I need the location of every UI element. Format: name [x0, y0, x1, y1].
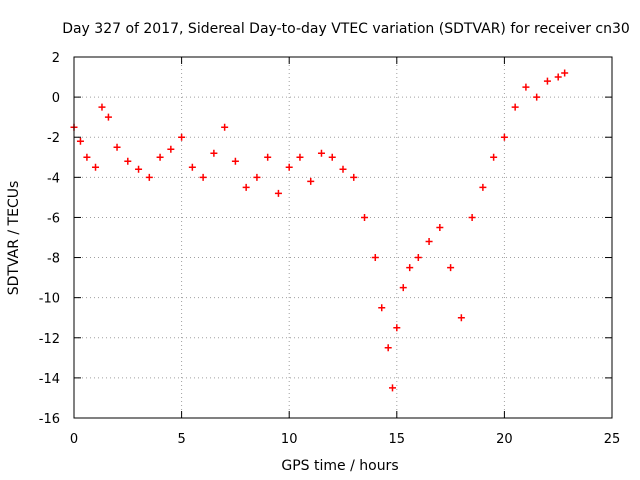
- data-point: [533, 93, 541, 101]
- data-point: [307, 177, 315, 185]
- data-point: [447, 264, 455, 272]
- data-point: [384, 344, 392, 352]
- data-point: [399, 284, 407, 292]
- data-point: [468, 213, 476, 221]
- data-point: [83, 153, 91, 161]
- y-tick-label: 0: [52, 91, 60, 106]
- data-point: [317, 149, 325, 157]
- data-point: [113, 143, 121, 151]
- data-point: [328, 153, 336, 161]
- data-point: [361, 213, 369, 221]
- data-point: [145, 173, 153, 181]
- data-point: [221, 123, 229, 131]
- data-point: [511, 103, 519, 111]
- data-point: [124, 157, 132, 165]
- y-tick-labels: -16 -14 -12 -10 -8 -6 -4 -2 0 2: [39, 51, 60, 427]
- y-tick-label: -4: [47, 171, 60, 186]
- y-tick-label: -6: [47, 211, 60, 226]
- data-point: [457, 314, 465, 322]
- data-point: [522, 83, 530, 91]
- data-point: [479, 183, 487, 191]
- x-tick-label: 25: [604, 432, 621, 447]
- data-point: [436, 223, 444, 231]
- data-point: [296, 153, 304, 161]
- data-point: [350, 173, 358, 181]
- data-point: [104, 113, 112, 121]
- plot-frame: [73, 56, 613, 419]
- data-point: [393, 324, 401, 332]
- data-point: [98, 103, 106, 111]
- data-point: [199, 173, 207, 181]
- data-point: [339, 165, 347, 173]
- x-tick-label: 15: [389, 432, 406, 447]
- data-points: [70, 69, 569, 392]
- data-point: [264, 153, 272, 161]
- data-point: [76, 137, 84, 145]
- grid-lines: [74, 57, 612, 418]
- chart-title: Day 327 of 2017, Sidereal Day-to-day VTE…: [62, 21, 630, 37]
- data-point: [285, 163, 293, 171]
- y-tick-label: -2: [47, 131, 60, 146]
- data-point: [406, 264, 414, 272]
- data-point: [242, 183, 250, 191]
- data-point: [135, 165, 143, 173]
- data-point: [500, 133, 508, 141]
- x-tick-label: 0: [70, 432, 78, 447]
- y-axis-label: SDTVAR / TECUs: [6, 181, 22, 296]
- data-point: [156, 153, 164, 161]
- data-point: [253, 173, 261, 181]
- x-tick-label: 5: [177, 432, 185, 447]
- x-tick-labels: 0 5 10 15 20 25: [70, 432, 620, 447]
- y-tick-label: 2: [52, 51, 60, 66]
- data-point: [543, 77, 551, 85]
- x-tick-label: 10: [281, 432, 298, 447]
- data-point: [414, 254, 422, 262]
- data-point: [425, 238, 433, 246]
- data-point: [210, 149, 218, 157]
- data-point: [378, 304, 386, 312]
- axis-ticks: [73, 56, 613, 419]
- data-point: [167, 145, 175, 153]
- data-point: [388, 384, 396, 392]
- data-point: [178, 133, 186, 141]
- data-point: [188, 163, 196, 171]
- y-tick-label: -14: [39, 372, 60, 387]
- x-tick-label: 20: [496, 432, 513, 447]
- y-tick-label: -10: [39, 292, 60, 307]
- data-point: [490, 153, 498, 161]
- y-tick-label: -8: [47, 252, 60, 267]
- x-axis-label: GPS time / hours: [281, 458, 398, 474]
- data-point: [561, 69, 569, 77]
- data-point: [274, 189, 282, 197]
- data-point: [554, 73, 562, 81]
- data-point: [231, 157, 239, 165]
- data-point: [371, 254, 379, 262]
- data-point: [92, 163, 100, 171]
- y-tick-label: -16: [39, 412, 60, 427]
- y-tick-label: -12: [39, 332, 60, 347]
